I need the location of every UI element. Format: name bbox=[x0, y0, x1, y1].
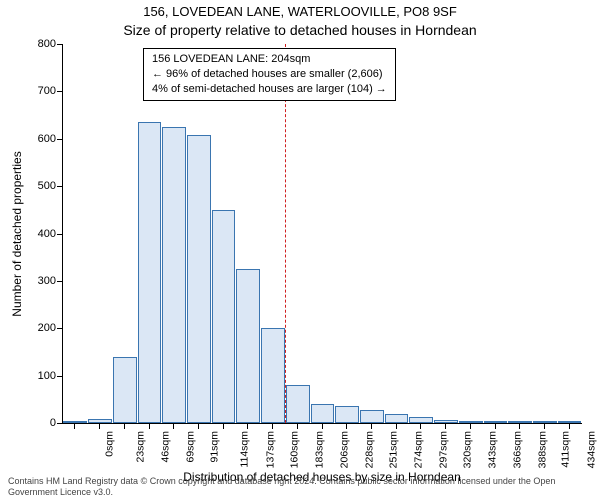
x-tick-mark bbox=[272, 424, 273, 429]
x-tick-mark bbox=[247, 424, 248, 429]
x-tick-label: 183sqm bbox=[313, 431, 325, 468]
x-tick-mark bbox=[99, 424, 100, 429]
legend-line: 4% of semi-detached houses are larger (1… bbox=[152, 82, 387, 97]
bar bbox=[63, 421, 87, 423]
bar bbox=[113, 357, 137, 423]
bar bbox=[187, 135, 211, 423]
x-tick-mark bbox=[519, 424, 520, 429]
x-tick-mark bbox=[495, 424, 496, 429]
x-tick-mark bbox=[371, 424, 372, 429]
reference-line bbox=[285, 44, 286, 423]
bar bbox=[236, 269, 260, 423]
x-tick-label: 251sqm bbox=[388, 431, 400, 468]
bar bbox=[261, 328, 285, 423]
y-tick-label: 0 bbox=[16, 417, 56, 429]
bar bbox=[558, 421, 582, 423]
attribution-text: Contains HM Land Registry data © Crown c… bbox=[8, 476, 600, 498]
x-tick-label: 46sqm bbox=[159, 431, 171, 463]
x-tick-label: 411sqm bbox=[560, 431, 572, 468]
x-tick-label: 366sqm bbox=[511, 431, 523, 468]
x-tick-mark bbox=[470, 424, 471, 429]
y-tick-mark bbox=[57, 328, 62, 329]
x-tick-mark bbox=[124, 424, 125, 429]
legend-box: 156 LOVEDEAN LANE: 204sqm← 96% of detach… bbox=[143, 48, 396, 101]
y-tick-label: 200 bbox=[16, 322, 56, 334]
bar bbox=[311, 404, 335, 423]
x-tick-mark bbox=[223, 424, 224, 429]
x-tick-mark bbox=[74, 424, 75, 429]
plot-area: 156 LOVEDEAN LANE: 204sqm← 96% of detach… bbox=[62, 44, 582, 424]
x-tick-mark bbox=[149, 424, 150, 429]
bar bbox=[335, 406, 359, 423]
bar bbox=[533, 421, 557, 423]
bar bbox=[385, 414, 409, 423]
y-tick-label: 300 bbox=[16, 275, 56, 287]
y-tick-label: 400 bbox=[16, 228, 56, 240]
y-tick-label: 800 bbox=[16, 38, 56, 50]
x-tick-mark bbox=[445, 424, 446, 429]
y-tick-mark bbox=[57, 91, 62, 92]
x-tick-mark bbox=[173, 424, 174, 429]
bar bbox=[138, 122, 162, 423]
x-tick-mark bbox=[346, 424, 347, 429]
x-tick-label: 297sqm bbox=[437, 431, 449, 468]
bar bbox=[286, 385, 310, 423]
x-tick-label: 343sqm bbox=[486, 431, 498, 468]
y-tick-label: 700 bbox=[16, 85, 56, 97]
bar bbox=[162, 127, 186, 423]
x-tick-label: 160sqm bbox=[289, 431, 301, 468]
bar bbox=[409, 417, 433, 423]
x-tick-label: 114sqm bbox=[239, 431, 251, 468]
x-tick-mark bbox=[322, 424, 323, 429]
bar bbox=[459, 421, 483, 423]
x-tick-label: 23sqm bbox=[135, 431, 147, 463]
bar bbox=[508, 421, 532, 423]
x-tick-label: 69sqm bbox=[184, 431, 196, 463]
x-tick-label: 91sqm bbox=[209, 431, 221, 463]
bar bbox=[360, 410, 384, 423]
x-tick-mark bbox=[544, 424, 545, 429]
x-tick-mark bbox=[420, 424, 421, 429]
x-tick-label: 137sqm bbox=[264, 431, 276, 468]
x-tick-mark bbox=[396, 424, 397, 429]
bar bbox=[484, 421, 508, 423]
bar bbox=[434, 420, 458, 423]
y-tick-mark bbox=[57, 281, 62, 282]
y-tick-mark bbox=[57, 44, 62, 45]
y-tick-mark bbox=[57, 186, 62, 187]
chart-title: Size of property relative to detached ho… bbox=[0, 22, 600, 38]
y-tick-label: 600 bbox=[16, 133, 56, 145]
legend-line: 156 LOVEDEAN LANE: 204sqm bbox=[152, 52, 387, 67]
y-tick-mark bbox=[57, 423, 62, 424]
y-tick-label: 100 bbox=[16, 370, 56, 382]
chart-supertitle: 156, LOVEDEAN LANE, WATERLOOVILLE, PO8 9… bbox=[0, 4, 600, 19]
x-tick-label: 206sqm bbox=[338, 431, 350, 468]
x-tick-label: 320sqm bbox=[462, 431, 474, 468]
x-tick-mark bbox=[569, 424, 570, 429]
x-tick-label: 388sqm bbox=[536, 431, 548, 468]
x-tick-mark bbox=[198, 424, 199, 429]
legend-line: ← 96% of detached houses are smaller (2,… bbox=[152, 67, 387, 82]
x-tick-label: 434sqm bbox=[585, 431, 597, 468]
y-tick-mark bbox=[57, 376, 62, 377]
y-tick-label: 500 bbox=[16, 180, 56, 192]
y-tick-mark bbox=[57, 139, 62, 140]
bar bbox=[212, 210, 236, 423]
x-tick-mark bbox=[297, 424, 298, 429]
bar bbox=[88, 419, 112, 423]
x-tick-label: 0sqm bbox=[104, 431, 116, 457]
x-tick-label: 228sqm bbox=[363, 431, 375, 468]
x-tick-label: 274sqm bbox=[412, 431, 424, 468]
y-tick-mark bbox=[57, 234, 62, 235]
